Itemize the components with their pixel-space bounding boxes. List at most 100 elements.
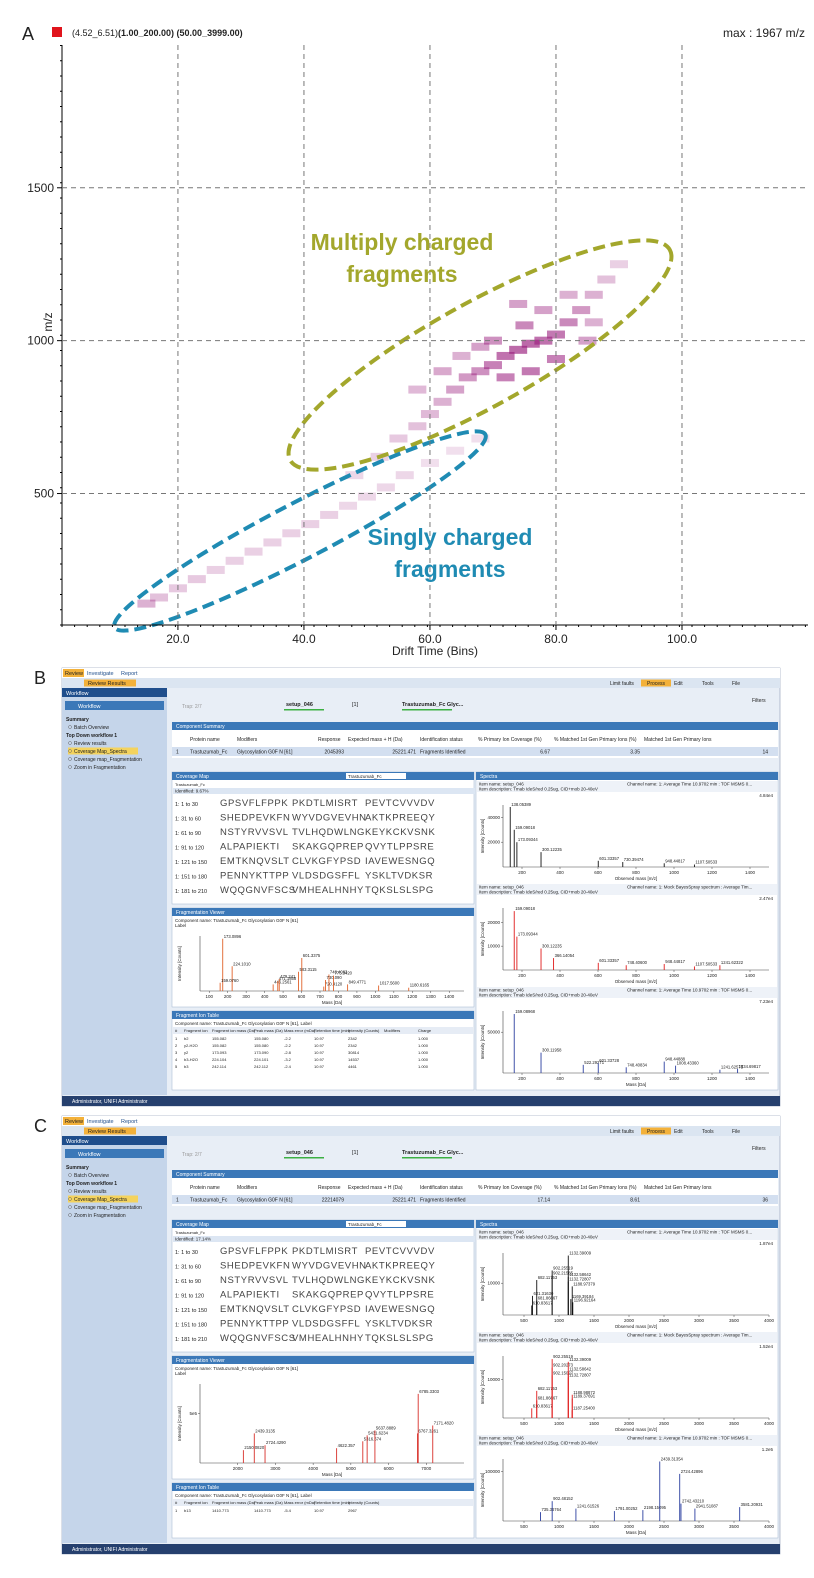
item-name: Item name: setup_046 bbox=[479, 1436, 524, 1441]
workflow-item[interactable]: Coverage Map_Spectra bbox=[74, 749, 127, 755]
coverage-sequence: EMTKNQVSLT bbox=[220, 856, 290, 867]
workflow-item[interactable]: Zoom in Fragmentation bbox=[74, 1213, 126, 1219]
peak-label: 1132.72807 bbox=[569, 1277, 591, 1282]
peak-label: 1017.5600 bbox=[380, 981, 400, 986]
heat-cell bbox=[559, 318, 578, 327]
peak-label: 1187.25400 bbox=[573, 1405, 595, 1410]
heat-cell bbox=[206, 565, 225, 574]
workflow-item[interactable]: Summary bbox=[66, 1165, 89, 1171]
column-header: # bbox=[175, 1028, 178, 1033]
table-cell: -2.8 bbox=[284, 1050, 292, 1055]
component-name: Component name: Trastuzumab_Fc Glycosyla… bbox=[175, 1493, 312, 1498]
sidebar bbox=[62, 1145, 167, 1543]
x-tick-label: 2000 bbox=[624, 1421, 635, 1426]
x-tick-label: 3500 bbox=[729, 1421, 740, 1426]
workflow-item[interactable]: Top Down workflow 1 bbox=[66, 733, 117, 739]
column-header: Retention time (min) bbox=[314, 1028, 351, 1033]
y-tick-label: 10000 bbox=[487, 1377, 500, 1382]
heat-cell bbox=[376, 483, 395, 492]
spectrum-header bbox=[477, 884, 777, 895]
x-tick-label: 200 bbox=[224, 994, 232, 999]
peak-label: 2724.4290 bbox=[266, 1440, 286, 1445]
x-tick-label: 400 bbox=[261, 994, 269, 999]
heat-cell bbox=[534, 306, 553, 315]
workflow-item[interactable]: Batch Overview bbox=[74, 1173, 109, 1179]
workflow-item[interactable]: Top Down workflow 1 bbox=[66, 1181, 117, 1187]
heat-cell bbox=[584, 318, 603, 327]
table-cell: 1.000 bbox=[418, 1064, 429, 1069]
summary-cell: 22214079 bbox=[322, 1198, 344, 1204]
item-name: Item name: setup_046 bbox=[479, 1230, 524, 1235]
sidebar-title: Workflow bbox=[78, 704, 101, 710]
peak-label: 2198.15095 bbox=[644, 1505, 667, 1510]
x-tick-label: 4000 bbox=[764, 1318, 775, 1323]
heat-cell bbox=[509, 299, 528, 308]
coverage-sequence: VLDSDGSFFL bbox=[292, 871, 360, 882]
heat-cell bbox=[559, 290, 578, 299]
x-tick-label: 200 bbox=[518, 870, 526, 875]
peak-label: 948.44888 bbox=[665, 1057, 685, 1062]
protein-dropdown-text[interactable]: Trastuzumab_Fc bbox=[348, 1222, 382, 1227]
workflow-item[interactable]: Coverage map_Fragmentation bbox=[74, 757, 142, 763]
coverage-sequence: KEYKCKVSNK bbox=[365, 1275, 435, 1286]
workflow-item[interactable]: Review results bbox=[74, 1189, 107, 1195]
coverage-sequence: AKTKPREEQY bbox=[365, 813, 435, 824]
panel-title: Fragmentation Viewer bbox=[176, 910, 225, 916]
panel-header bbox=[476, 1220, 778, 1228]
peak-label: 601.33357 bbox=[599, 856, 619, 861]
peak-label: 4622.357 bbox=[338, 1443, 356, 1448]
peak-label: 173.09344 bbox=[518, 932, 538, 937]
workflow-item[interactable]: Review results bbox=[74, 741, 107, 747]
toolbar-item: File bbox=[732, 1129, 740, 1135]
x-axis-title: Mass [Da] bbox=[626, 1082, 646, 1087]
coverage-sequence: SKAKGQPREP bbox=[292, 842, 364, 853]
summary-cell: Glycosylation G0F N [61] bbox=[237, 750, 293, 756]
workflow-item[interactable]: Zoom in Fragmentation bbox=[74, 765, 126, 771]
coverage-sequence: TQKSLSLSPG bbox=[365, 1333, 434, 1344]
protein-dropdown-text[interactable]: Trastuzumab_Fc bbox=[348, 774, 382, 779]
column-header: Intensity (Counts) bbox=[348, 1500, 380, 1505]
peak-label: 735.36764 bbox=[541, 1507, 561, 1512]
breadcrumb-bar bbox=[62, 1126, 780, 1136]
y-tick-label: 500 bbox=[34, 487, 54, 501]
item-description: Item description: Tmab IdeS/red 0.25ug, … bbox=[479, 1235, 598, 1240]
peak-label: 2724.42896 bbox=[681, 1469, 704, 1474]
x-tick-label: 2500 bbox=[659, 1318, 670, 1323]
peak-label: 902.25519 bbox=[553, 1265, 573, 1270]
heat-cell bbox=[301, 520, 320, 529]
x-axis-title: Mass [Da] bbox=[322, 1472, 342, 1477]
workflow-item[interactable]: Coverage Map_Spectra bbox=[74, 1197, 127, 1203]
heat-cell bbox=[408, 422, 427, 431]
heat-cell bbox=[609, 260, 628, 269]
item-bullet bbox=[68, 765, 72, 769]
status-user: Administrator, UNIFI Administrator bbox=[72, 1547, 148, 1553]
x-tick-label: 3000 bbox=[270, 1466, 281, 1471]
table-cell: 10.97 bbox=[314, 1036, 325, 1041]
table-cell: 155.080 bbox=[254, 1043, 269, 1048]
workflow-item[interactable]: Batch Overview bbox=[74, 725, 109, 731]
x-axis-title: Observed mass [m/z] bbox=[615, 1324, 658, 1329]
table-cell: 5 bbox=[175, 1064, 178, 1069]
x-tick-label: 4000 bbox=[764, 1421, 775, 1426]
workflow-item[interactable]: Summary bbox=[66, 717, 89, 723]
x-tick-label: 1400 bbox=[444, 994, 455, 999]
x-axis-title: Mass [Da] bbox=[626, 1530, 646, 1535]
table-cell: 4461 bbox=[348, 1064, 358, 1069]
peak-label: 2941.51087 bbox=[696, 1504, 719, 1509]
x-tick-label: 2000 bbox=[233, 1466, 244, 1471]
workflow-item[interactable]: Coverage map_Fragmentation bbox=[74, 1205, 142, 1211]
column-header: Modifiers bbox=[237, 1185, 258, 1191]
peak-label: 730.090 bbox=[327, 975, 343, 980]
column-header: Identification status bbox=[420, 1185, 463, 1191]
coverage-sequence: VMHEALHNHY bbox=[292, 885, 364, 896]
x-tick-label: 500 bbox=[520, 1318, 528, 1323]
legend-swatch bbox=[52, 27, 62, 37]
heat-cell bbox=[471, 434, 490, 443]
x-tick-label: 2500 bbox=[659, 1524, 670, 1529]
table-cell: -5.4 bbox=[284, 1508, 292, 1513]
peak-label: 5637.8889 bbox=[376, 1425, 396, 1430]
table-cell: 10.97 bbox=[314, 1508, 325, 1513]
heat-cell bbox=[471, 342, 490, 351]
channel-name: Channel name: 1: Mock BayesSpray spectru… bbox=[627, 885, 752, 890]
panel-title: Coverage Map bbox=[176, 774, 209, 780]
